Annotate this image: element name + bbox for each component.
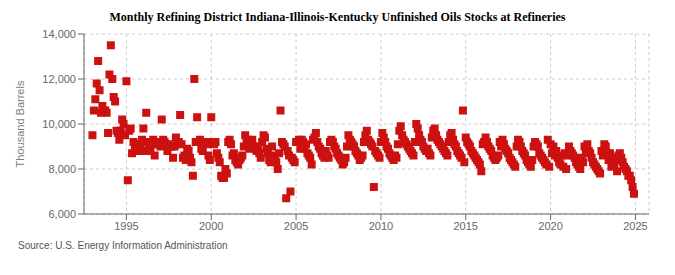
svg-text:Thousand Barrels: Thousand Barrels [14,80,26,167]
svg-text:2015: 2015 [454,220,478,232]
svg-text:2000: 2000 [199,220,223,232]
svg-text:8,000: 8,000 [48,163,76,175]
svg-text:12,000: 12,000 [42,73,76,85]
html-text:Monthly Refining District Indi: Monthly Refining District Indiana-Illino… [109,10,566,24]
svg-text:14,000: 14,000 [42,28,76,40]
svg-text:2020: 2020 [538,220,562,232]
svg-text:1995: 1995 [114,220,138,232]
html-text:Source: U.S. Energy Informatio: Source: U.S. Energy Information Administ… [18,240,228,251]
svg-text:10,000: 10,000 [42,118,76,130]
svg-text:2025: 2025 [623,220,647,232]
svg-text:2010: 2010 [369,220,393,232]
svg-text:2005: 2005 [284,220,308,232]
svg-text:6,000: 6,000 [48,208,76,220]
